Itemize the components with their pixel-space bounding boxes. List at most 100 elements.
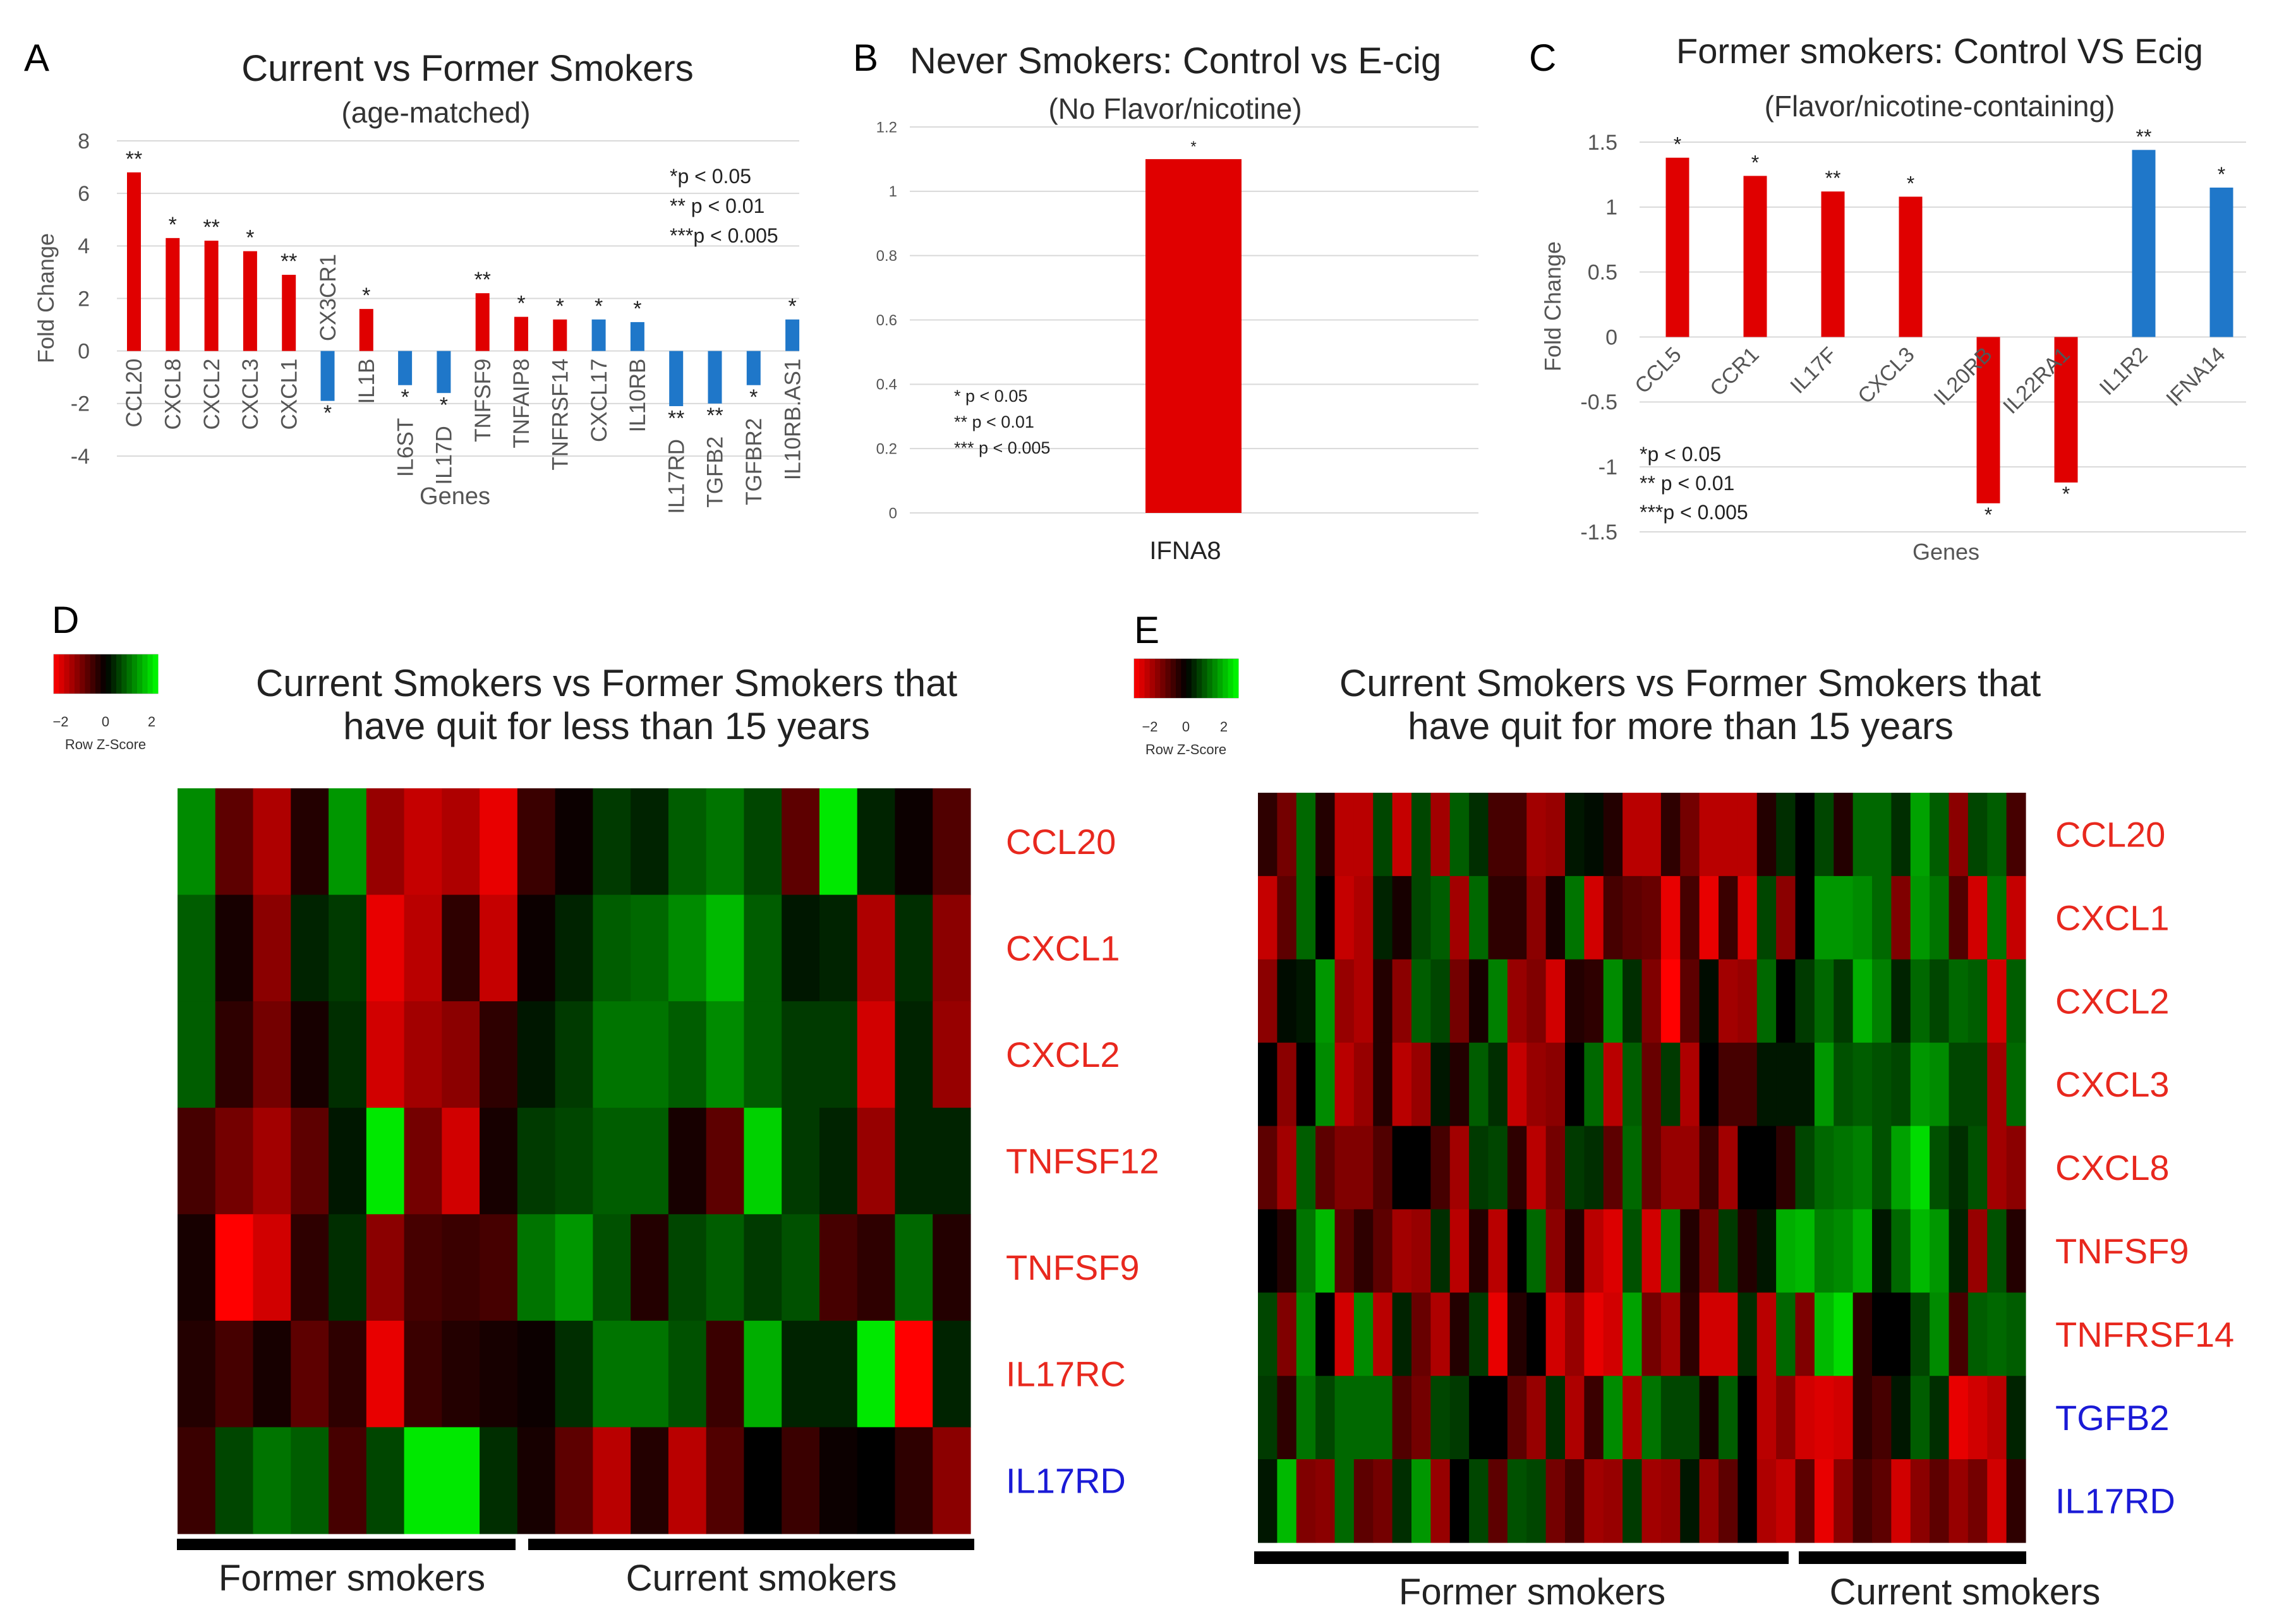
- panel-e-heatmap-cell: [1814, 959, 1834, 1044]
- panel-d-heatmap-cell: [895, 1427, 933, 1534]
- panel-e-heatmap-cell: [1949, 793, 1969, 877]
- panel-a-bar-il6st: [398, 351, 413, 385]
- panel-c-significance-mark: *: [1751, 151, 1759, 174]
- panel-e-heatmap-cell: [1545, 1459, 1566, 1543]
- panel-d-heatmap-cell: [178, 894, 216, 1002]
- panel-b-title: Never Smokers: Control vs E-cig: [910, 40, 1441, 81]
- panel-e-heatmap-cell: [1756, 959, 1777, 1044]
- panel-a-significance-mark: **: [668, 406, 684, 430]
- color-key-swatch: [85, 654, 91, 694]
- panel-d-key-tick-neg2: −2: [52, 714, 68, 730]
- panel-e-heatmap-cell: [1469, 1042, 1489, 1127]
- panel-b-y-tick-label: 0.2: [876, 441, 897, 458]
- panel-e-heatmap-cell: [1603, 1376, 1623, 1460]
- panel-d-heatmap-cell: [857, 894, 896, 1002]
- color-key-swatch: [131, 654, 138, 694]
- panel-d-heatmap-cell: [329, 1427, 367, 1534]
- panel-e-row-label-tgfb2: TGFB2: [2055, 1398, 2169, 1438]
- panel-e-heatmap-cell: [1622, 793, 1643, 877]
- panel-e-heatmap-cell: [1277, 793, 1297, 877]
- panel-e-heatmap-cell: [1334, 1042, 1355, 1127]
- panel-e-heatmap-cell: [1852, 1292, 1873, 1376]
- panel-e-heatmap-cell: [1872, 1126, 1892, 1210]
- panel-e-heatmap-cell: [1776, 1209, 1796, 1293]
- panel-d-heatmap-cell: [517, 1107, 556, 1215]
- panel-e-heatmap-cell: [1891, 1042, 1911, 1127]
- panel-d-heatmap-cell: [329, 788, 367, 896]
- panel-d-heatmap-cell: [253, 1427, 291, 1534]
- panel-e-heatmap-cell: [1814, 1042, 1834, 1127]
- panel-d-heatmap-cell: [782, 894, 820, 1002]
- panel-d-heatmap-cell: [480, 1001, 518, 1109]
- panel-a-significance-mark: *: [595, 294, 603, 318]
- panel-e-heatmap-cell: [1526, 1209, 1547, 1293]
- panel-a-category-label: TNFSF9: [471, 359, 495, 442]
- panel-a-y-tick-label: 0: [78, 340, 90, 364]
- panel-b-significance: *: [1190, 138, 1196, 155]
- panel-e-heatmap-cell: [1353, 1376, 1374, 1460]
- panel-e-heatmap-cell: [1526, 1376, 1547, 1460]
- panel-e-heatmap-cell: [1469, 1459, 1489, 1543]
- panel-a-bar-cxcl8: [166, 238, 180, 351]
- panel-a-bar-il10rb-as1: [785, 319, 800, 351]
- panel-a-category-label: CXCL2: [200, 359, 224, 430]
- panel-e-heatmap-cell: [1277, 1292, 1297, 1376]
- panel-d-heatmap-cell: [517, 1320, 556, 1428]
- panel-d-heatmap-cell: [329, 1001, 367, 1109]
- panel-d-heatmap-cell: [480, 1427, 518, 1534]
- panel-c-y-tick-label: 0: [1605, 325, 1617, 349]
- panel-d-heatmap-cell: [555, 788, 593, 896]
- panel-e-heatmap-cell: [1353, 1459, 1374, 1543]
- panel-a-bar-tnfrsf14: [553, 319, 567, 351]
- panel-e-heatmap-cell: [1373, 1209, 1393, 1293]
- panel-d-heatmap-cell: [404, 1001, 442, 1109]
- panel-a-bar-ccl20: [127, 172, 141, 351]
- panel-c-legend: *p < 0.05 ** p < 0.01 ***p < 0.005: [1640, 443, 1748, 524]
- color-key-swatch: [54, 654, 59, 694]
- panel-e-heatmap-cell: [1719, 959, 1738, 1044]
- panel-e-heatmap-cell: [1699, 875, 1719, 960]
- panel-e-heatmap-cell: [1277, 1209, 1297, 1293]
- panel-d-key-label: Row Z-Score: [65, 737, 146, 752]
- panel-a-category-labels: CCL20 CXCL8 CXCL2 CXCL3 CXCL1 CX3CR1 IL1B IL6ST…: [122, 254, 805, 514]
- panel-e-heatmap-cell: [1373, 1042, 1393, 1127]
- panel-e-heatmap-cell: [1411, 793, 1431, 877]
- panel-e-heatmap-cell: [1910, 1209, 1930, 1293]
- panel-e-heatmap-cell: [1776, 959, 1796, 1044]
- panel-e-heatmap-cell: [1622, 1042, 1643, 1127]
- panel-e-heatmap-cell: [1756, 1292, 1777, 1376]
- panel-e-heatmap-cell: [1526, 793, 1547, 877]
- color-key-swatch: [147, 654, 154, 694]
- color-key-swatch: [1212, 659, 1218, 698]
- color-key-swatch: [90, 654, 96, 694]
- panel-e-heatmap-cell: [1949, 959, 1969, 1044]
- panel-e-heatmap-cell: [1872, 1209, 1892, 1293]
- panel-e-heatmap-cell: [1756, 1042, 1777, 1127]
- panel-d-heatmap-cell: [744, 894, 782, 1002]
- panel-e-heatmap-cell: [1430, 1292, 1451, 1376]
- panel-e-heatmap-cell: [1392, 1376, 1412, 1460]
- panel-c-y-axis-label: Fold Change: [1540, 241, 1566, 371]
- panel-b-legend: * p < 0.05 ** p < 0.01 *** p < 0.005: [954, 387, 1050, 457]
- panel-d-heatmap-cell: [782, 1427, 820, 1534]
- panel-d-heatmap-cell: [895, 894, 933, 1002]
- panel-d-heatmap-cell: [291, 1320, 329, 1428]
- color-key-swatch: [1176, 659, 1181, 698]
- panel-e-heatmap-cell: [1699, 1459, 1719, 1543]
- panel-a-y-tick-label: 4: [78, 234, 90, 258]
- panel-e-row-label-ccl20: CCL20: [2055, 815, 2165, 855]
- panel-e-heatmap-cell: [1507, 1042, 1527, 1127]
- panel-d-heatmap-cell: [366, 1107, 405, 1215]
- panel-b-bar-ifna8: [1145, 159, 1242, 513]
- panel-a-significance-mark: **: [281, 250, 297, 274]
- panel-e-heatmap-cell: [1967, 959, 1988, 1044]
- panel-d-heatmap-cell: [215, 1001, 254, 1109]
- panel-d-heatmap-cell: [253, 788, 291, 896]
- panel-e-heatmap-cell: [1967, 875, 1988, 960]
- panel-d-heatmap-cell: [366, 1214, 405, 1321]
- panel-a-legend-p005: ***p < 0.005: [670, 224, 778, 247]
- panel-e-heatmap-cell: [1411, 1042, 1431, 1127]
- panel-c-bar-ccl5: [1665, 157, 1689, 337]
- panel-d-heatmap-cell: [631, 1001, 669, 1109]
- panel-a-y-tick-label: 2: [78, 287, 90, 311]
